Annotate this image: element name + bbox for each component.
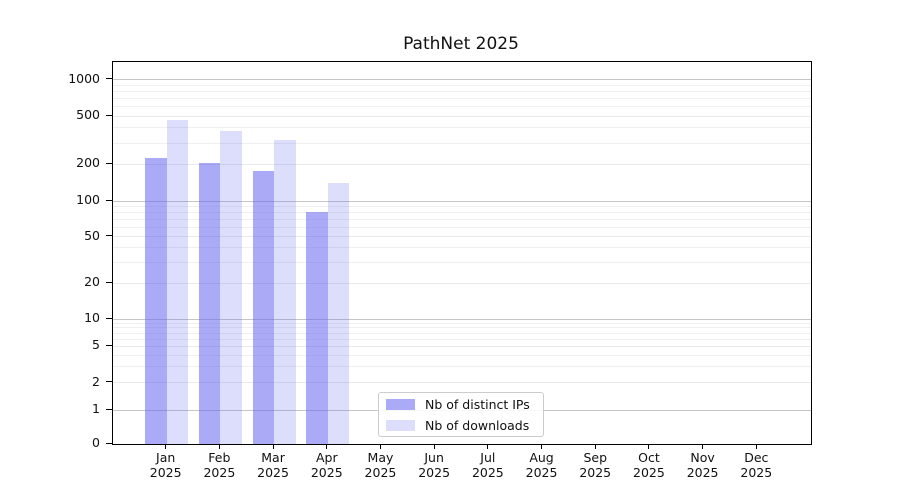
y-tick-mark [106, 344, 112, 346]
bar-distinct-ips-jan [145, 158, 167, 444]
x-tick-label-nov: Nov 2025 [686, 450, 719, 480]
legend-entry-distinct-ips: Nb of distinct IPs [386, 395, 543, 413]
y-tick-mark [106, 199, 112, 201]
y-tick-mark [106, 114, 112, 116]
minor-gridline [113, 205, 811, 207]
y-tick-mark [106, 442, 112, 444]
minor-gridline [113, 247, 811, 249]
minor-gridline [113, 127, 811, 129]
y-tick-label: 1000 [68, 70, 100, 86]
x-tick-mark [379, 444, 381, 449]
minor-gridline [113, 105, 811, 107]
gridline [113, 115, 811, 117]
minor-gridline [113, 332, 811, 334]
x-tick-mark [594, 444, 596, 449]
minor-gridline [113, 84, 811, 86]
x-tick-label-sep: Sep 2025 [579, 450, 612, 480]
x-tick-mark [648, 444, 650, 449]
y-tick-mark [106, 317, 112, 319]
y-tick-mark [106, 408, 112, 410]
bar-downloads-feb [220, 130, 242, 444]
bar-distinct-ips-mar [252, 171, 275, 444]
minor-gridline [113, 354, 811, 356]
y-tick-label: 500 [76, 107, 100, 123]
y-tick-mark [106, 78, 112, 79]
y-tick-mark [106, 235, 112, 237]
legend-swatch-distinct-ips [386, 398, 415, 410]
minor-gridline [113, 142, 811, 144]
y-tick-mark [106, 162, 112, 164]
x-tick-mark [487, 444, 489, 449]
y-tick-label: 5 [92, 337, 100, 353]
y-tick-label: 1 [92, 401, 100, 416]
y-tick-label: 20 [84, 274, 100, 290]
major-gridline [113, 200, 811, 202]
gridline [113, 382, 811, 384]
x-tick-label-jun: Jun 2025 [418, 450, 451, 480]
y-tick-label: 50 [84, 227, 100, 243]
x-tick-label-feb: Feb 2025 [203, 450, 236, 480]
legend-label-downloads: Nb of downloads [425, 417, 530, 433]
legend-label-distinct-ips: Nb of distinct IPs [425, 396, 530, 412]
bar-distinct-ips-apr [306, 212, 328, 444]
major-gridline [113, 79, 811, 80]
chart-title: PathNet 2025 [403, 34, 519, 54]
x-tick-mark [165, 444, 167, 449]
x-tick-mark [433, 444, 435, 449]
x-tick-mark [272, 444, 274, 449]
x-tick-mark [702, 444, 704, 449]
y-tick-label: 0 [92, 435, 100, 450]
x-tick-label-may: May 2025 [364, 450, 397, 480]
minor-gridline [113, 211, 811, 213]
minor-gridline [113, 322, 811, 324]
gridline [113, 282, 811, 284]
y-tick-mark [106, 381, 112, 383]
x-tick-label-jan: Jan 2025 [149, 450, 182, 480]
minor-gridline [113, 262, 811, 264]
x-tick-label-aug: Aug 2025 [525, 450, 558, 480]
major-gridline [113, 318, 811, 320]
minor-gridline [113, 366, 811, 368]
x-tick-label-apr: Apr 2025 [310, 450, 343, 480]
x-tick-label-jul: Jul 2025 [471, 450, 504, 480]
gridline [113, 345, 811, 347]
minor-gridline [113, 327, 811, 329]
y-tick-mark [106, 281, 112, 283]
y-tick-label: 100 [76, 192, 100, 207]
bar-downloads-apr [327, 183, 350, 444]
minor-gridline [113, 97, 811, 99]
legend: Nb of distinct IPs Nb of downloads [378, 392, 544, 437]
minor-gridline [113, 218, 811, 220]
y-tick-label: 200 [76, 155, 100, 171]
x-tick-label-oct: Oct 2025 [633, 450, 665, 480]
x-tick-label-dec: Dec 2025 [740, 450, 773, 480]
legend-entry-downloads: Nb of downloads [386, 416, 543, 434]
x-tick-mark [755, 444, 757, 449]
legend-swatch-downloads [386, 419, 415, 431]
x-tick-label-mar: Mar 2025 [257, 450, 289, 480]
x-tick-mark [218, 444, 220, 449]
x-tick-mark [541, 444, 543, 449]
x-tick-mark [326, 444, 328, 449]
minor-gridline [113, 226, 811, 228]
bar-distinct-ips-feb [198, 163, 221, 444]
gridline [113, 163, 811, 165]
minor-gridline [113, 338, 811, 340]
y-tick-label: 10 [84, 310, 100, 325]
y-tick-label: 2 [92, 373, 100, 389]
plot-area: Nb of distinct IPs Nb of downloads [112, 61, 812, 445]
minor-gridline [113, 90, 811, 92]
bar-downloads-jan [166, 120, 189, 444]
gridline [113, 236, 811, 238]
bar-downloads-mar [274, 140, 296, 444]
